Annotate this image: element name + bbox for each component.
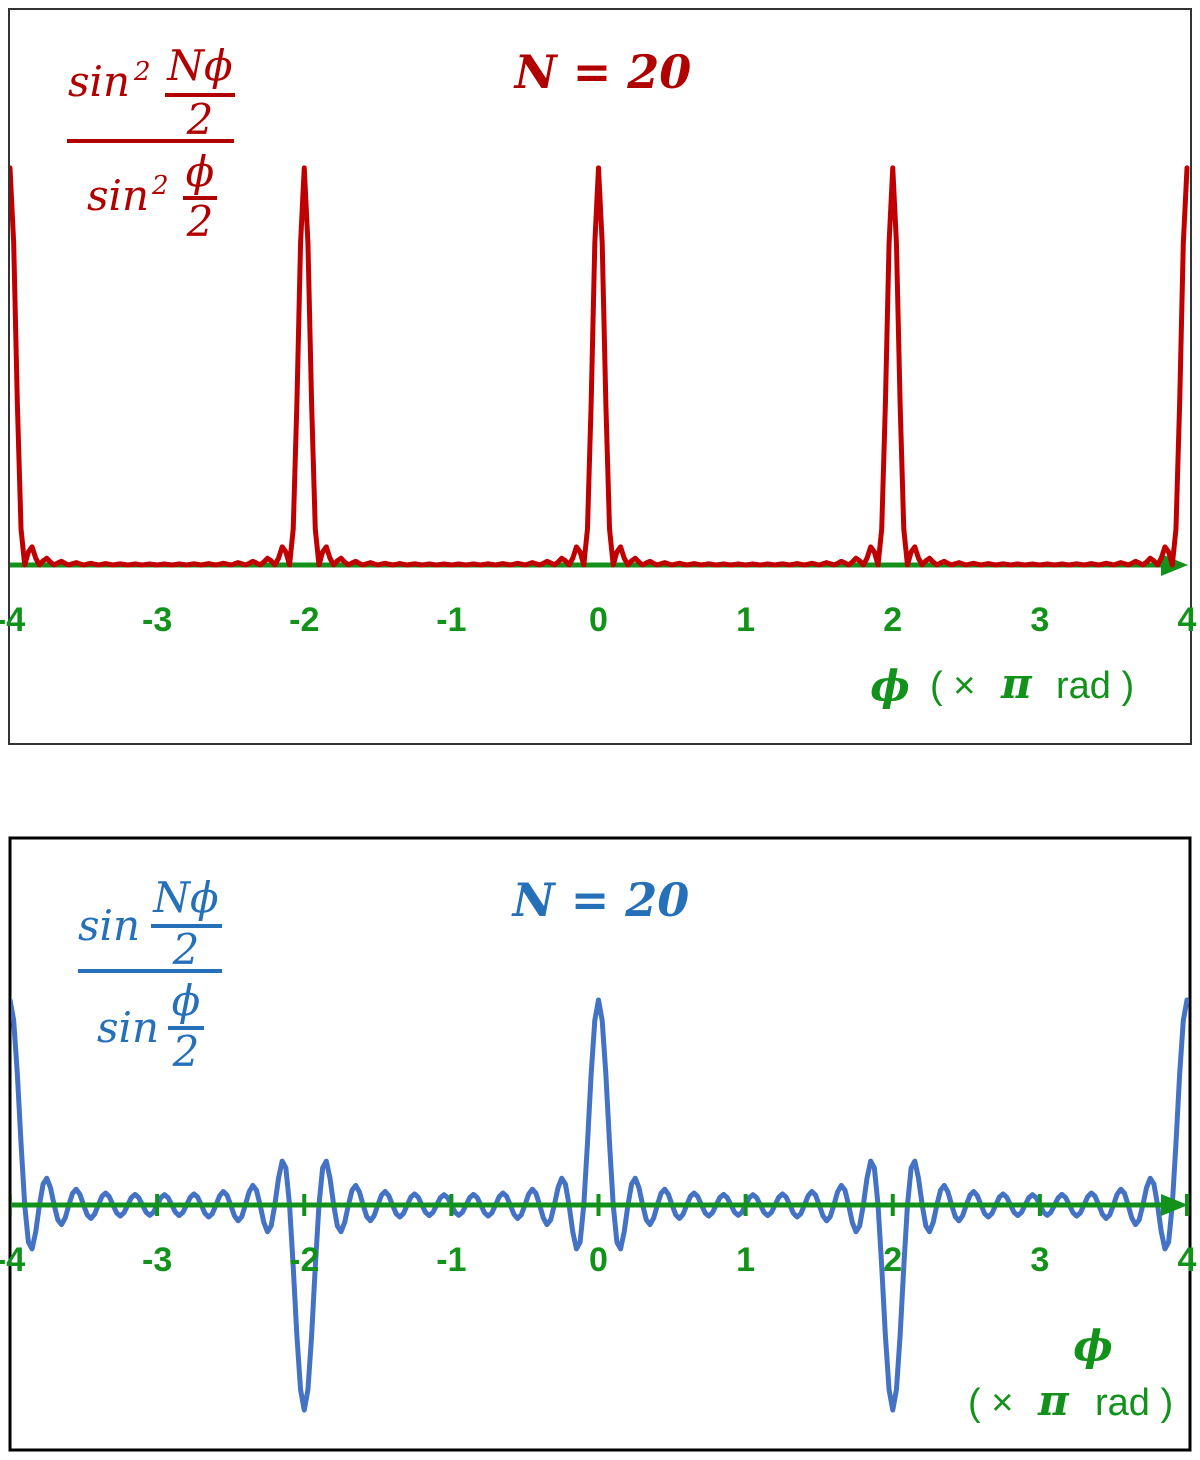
panel: N = 20 sin Nϕ 2 sin ϕ 2 ϕ ( × π rad ) -4…	[0, 873, 1197, 1425]
x-tick-label: 0	[589, 601, 608, 639]
chart-title: N = 20	[513, 45, 692, 99]
formula-power: 2	[151, 171, 169, 201]
formula-function: sin	[78, 901, 140, 950]
x-tick-label: -2	[289, 1241, 319, 1279]
chart-title: N = 20	[511, 873, 690, 927]
plot-area	[10, 165, 1190, 576]
formula-function: sin	[87, 171, 149, 220]
x-tick-label: 2	[883, 601, 902, 639]
x-tick-label: -1	[436, 601, 466, 639]
formula-fraction-bottom: 2	[186, 197, 214, 246]
x-axis-label: ϕ	[1073, 1321, 1113, 1370]
x-tick-label: 1	[736, 601, 755, 639]
x-tick-label: 3	[1030, 601, 1049, 639]
x-axis-label: ϕ	[870, 661, 910, 710]
plot-area	[11, 997, 1189, 1413]
panel-frame	[8, 836, 1192, 1452]
x-tick-label: 4	[1178, 1241, 1197, 1279]
x-tick-label: 4	[1178, 601, 1197, 639]
formula-power: 2	[133, 57, 151, 87]
panel-frame	[8, 8, 1192, 745]
formula-fraction-bottom: 2	[172, 925, 200, 974]
x-tick-label: -4	[0, 1241, 25, 1279]
x-tick-label: 1	[736, 1241, 755, 1279]
formula-function: sin	[68, 57, 130, 106]
x-tick-label: -2	[289, 601, 319, 639]
x-axis-arrow	[1161, 1194, 1188, 1217]
formula-fraction-top: ϕ	[186, 147, 215, 196]
formula-fraction-top: Nϕ	[152, 873, 218, 922]
x-axis-label: π	[1000, 659, 1033, 708]
x-axis-label: π	[1037, 1376, 1070, 1425]
x-tick-label: -1	[436, 1241, 466, 1279]
data-line	[10, 165, 1190, 568]
formula-function: sin	[97, 1003, 159, 1052]
formula-fraction-top: Nϕ	[166, 41, 232, 90]
formula-fraction-bottom: 2	[172, 1027, 200, 1076]
x-tick-label: -3	[142, 601, 172, 639]
x-tick-label: 2	[883, 1241, 902, 1279]
x-axis-label: ( ×	[968, 1382, 1013, 1424]
x-axis-label: rad )	[1056, 665, 1134, 707]
formula-fraction-bottom: 2	[186, 95, 214, 144]
x-axis-label: rad )	[1095, 1382, 1173, 1424]
panel: N = 20 sin 2 Nϕ 2 sin 2 ϕ 2 ϕ ( × π rad …	[0, 41, 1197, 710]
x-tick-label: -4	[0, 601, 25, 639]
data-line	[11, 997, 1189, 1413]
x-axis-label: ( ×	[930, 665, 975, 707]
x-tick-label: 0	[589, 1241, 608, 1279]
formula-fraction-top: ϕ	[172, 976, 201, 1025]
x-tick-label: 3	[1030, 1241, 1049, 1279]
x-tick-label: -3	[142, 1241, 172, 1279]
